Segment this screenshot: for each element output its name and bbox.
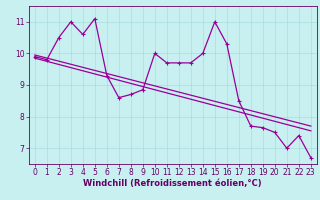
X-axis label: Windchill (Refroidissement éolien,°C): Windchill (Refroidissement éolien,°C) [84,179,262,188]
